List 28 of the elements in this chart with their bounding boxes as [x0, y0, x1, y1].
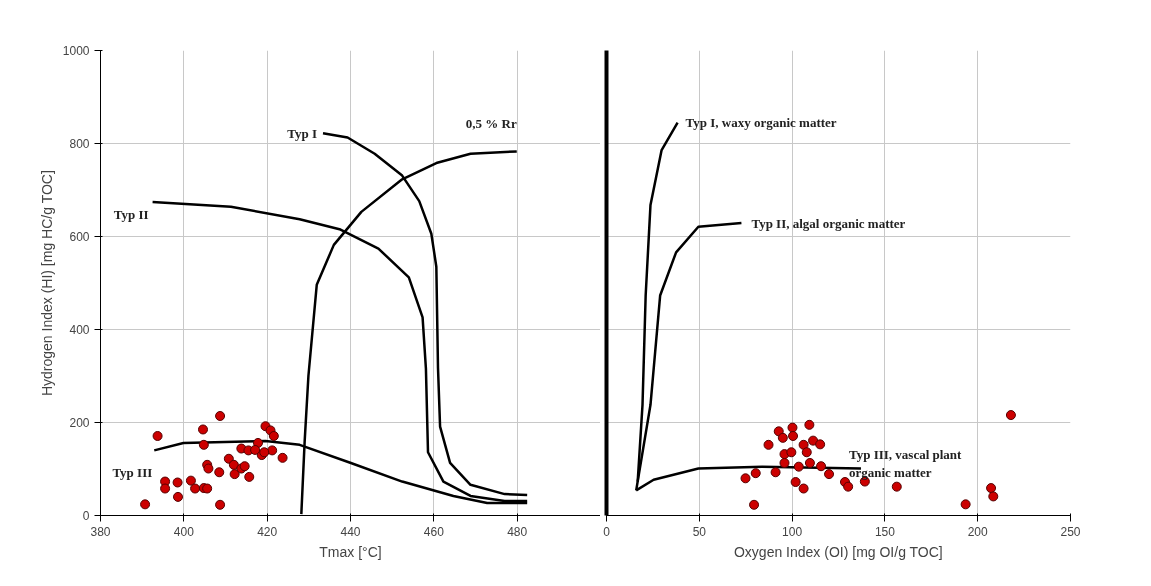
x-tick-label: 460: [423, 524, 445, 539]
y-tick-label: 1000: [62, 44, 90, 58]
y-tick-label: 400: [69, 323, 90, 337]
x-tick-label: 480: [507, 524, 528, 539]
series-label: Typ I: [287, 125, 317, 141]
series-label: Typ I, waxy organic matter: [685, 115, 837, 131]
y-tick-label: 0: [82, 509, 90, 523]
y-tick-label: 200: [69, 416, 90, 430]
y-tick-label: 600: [69, 230, 90, 244]
x-tick-label: 440: [340, 524, 361, 539]
x-axis-title: Tmax [°C]: [319, 543, 382, 560]
x-tick-label: 100: [782, 524, 803, 539]
y-axis-title: Hydrogen Index (HI) [mg HC/g TOC]: [38, 170, 55, 397]
series-label: 0,5 % Rr: [465, 115, 517, 131]
x-tick-label: 200: [967, 524, 989, 539]
series-label: Typ II: [113, 206, 149, 222]
series-label: Typ II, algal organic matter: [751, 215, 906, 231]
x-tick-label: 420: [257, 524, 278, 539]
series-label: Typ III: [112, 464, 153, 480]
x-axis-title: Oxygen Index (OI) [mg OI/g TOC]: [733, 543, 943, 560]
x-tick-label: 400: [173, 524, 195, 539]
x-tick-label: 380: [90, 524, 111, 539]
x-tick-label: 150: [874, 524, 896, 539]
x-tick-label: 50: [692, 524, 707, 539]
y-tick-label: 800: [69, 137, 90, 151]
x-tick-label: 0: [603, 524, 611, 539]
x-tick-label: 250: [1060, 524, 1081, 539]
series-label: Typ III, vascal plant organic matter: [848, 447, 963, 481]
